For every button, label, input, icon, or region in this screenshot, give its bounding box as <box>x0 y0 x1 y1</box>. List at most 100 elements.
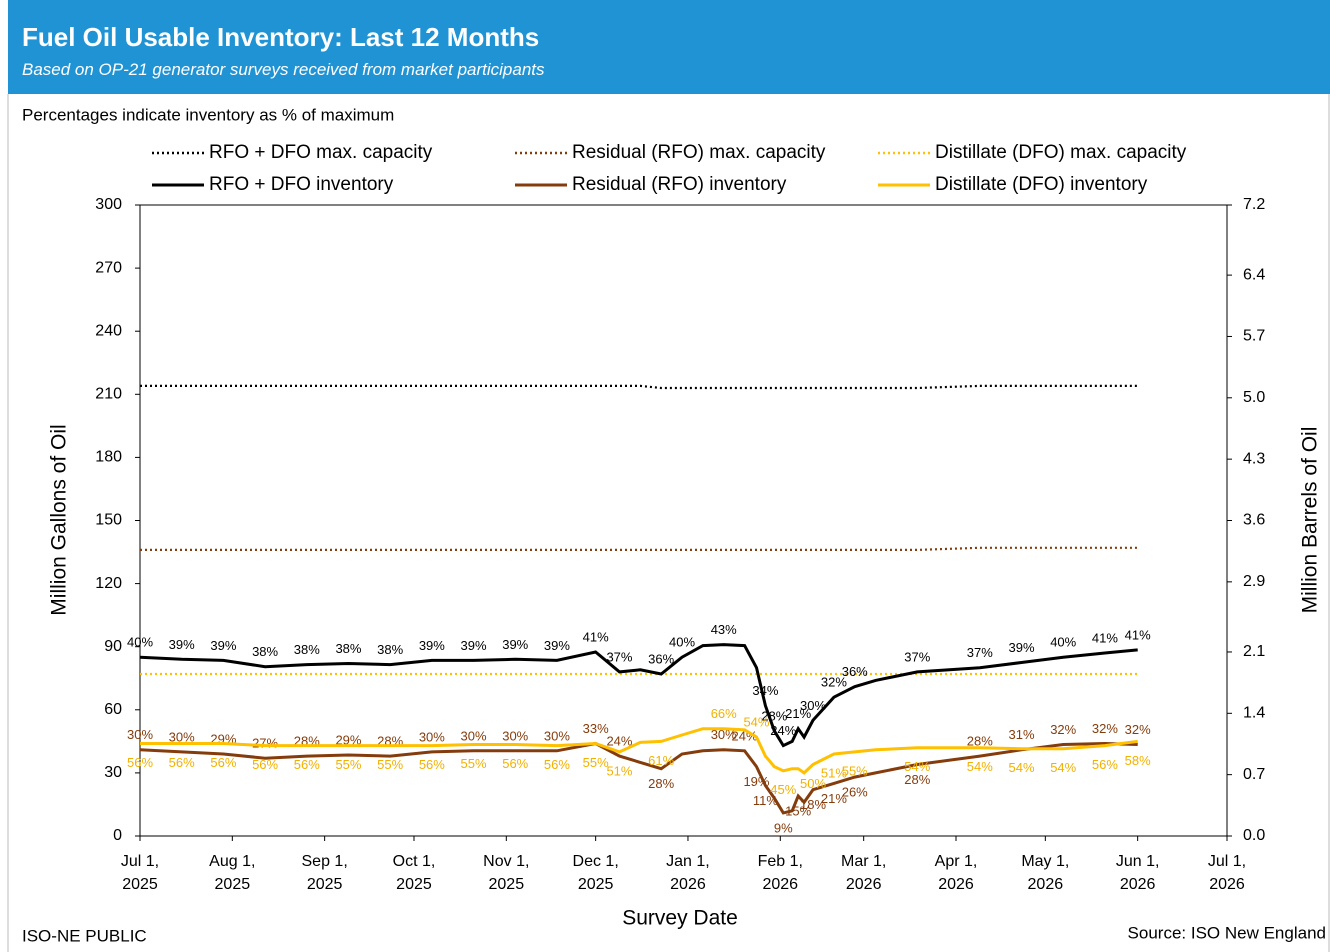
x-tick-label: Oct 1, 2025 <box>392 853 436 893</box>
data-label: 29% <box>335 732 361 747</box>
data-label: 51% <box>606 763 632 778</box>
subtitle: Based on OP-21 generator surveys receive… <box>22 60 545 79</box>
y2-tick-label: 7.2 <box>1243 196 1265 213</box>
data-label: 28% <box>904 772 930 787</box>
data-label: 30% <box>169 729 195 744</box>
data-label: 40% <box>669 635 695 650</box>
data-label: 36% <box>648 651 674 666</box>
x-tick-label: Jan 1, 2026 <box>666 853 710 893</box>
x-tick-label: May 1, 2026 <box>1021 853 1070 893</box>
series-line <box>140 384 1138 390</box>
data-label: 51% <box>821 765 847 780</box>
y2-tick-label: 2.1 <box>1243 643 1265 660</box>
y-tick-label: 90 <box>104 638 122 655</box>
series-line <box>140 727 1138 775</box>
data-label: 32% <box>821 675 847 690</box>
data-label: 56% <box>169 755 195 770</box>
series-line <box>140 546 1138 551</box>
series-line <box>139 741 1138 815</box>
data-label: 39% <box>1008 640 1034 655</box>
data-label: 55% <box>335 757 361 772</box>
y-tick-label: 0 <box>113 827 122 844</box>
x-tick-label: Jul 1, 2026 <box>1207 853 1247 893</box>
y-tick-label: 30 <box>104 764 122 781</box>
data-label: 41% <box>583 629 609 644</box>
data-label: 24% <box>770 723 796 738</box>
data-label: 38% <box>335 641 361 656</box>
x-axis-label: Survey Date <box>622 907 738 930</box>
x-tick-label: Dec 1, 2025 <box>572 853 619 893</box>
data-label: 28% <box>761 708 787 723</box>
data-label: 37% <box>967 645 993 660</box>
data-label: 43% <box>711 622 737 637</box>
data-label: 30% <box>800 698 826 713</box>
y2-tick-label: 1.4 <box>1243 705 1265 722</box>
data-label: 21% <box>785 706 811 721</box>
data-label: 61% <box>648 753 674 768</box>
y-tick-label: 210 <box>95 386 122 403</box>
data-label: 37% <box>606 649 632 664</box>
data-label: 32% <box>1125 722 1151 737</box>
x-tick-label: Mar 1, 2026 <box>841 853 887 893</box>
legend-label: Distillate (DFO) inventory <box>935 174 1148 195</box>
y2-tick-label: 5.0 <box>1243 389 1265 406</box>
legend-label: RFO + DFO inventory <box>209 174 394 195</box>
data-label: 30% <box>544 728 570 743</box>
y2-tick-label: 4.3 <box>1243 450 1265 467</box>
data-label: 55% <box>461 756 487 771</box>
data-label: 36% <box>842 664 868 679</box>
data-label: 32% <box>1050 722 1076 737</box>
data-label: 31% <box>1008 727 1034 742</box>
legend-label: Residual (RFO) inventory <box>572 174 787 195</box>
note: Percentages indicate inventory as % of m… <box>22 105 394 124</box>
legend-label: RFO + DFO max. capacity <box>209 142 433 163</box>
data-label: 38% <box>252 644 278 659</box>
data-label: 56% <box>210 755 236 770</box>
data-label: 28% <box>967 734 993 749</box>
data-label: 39% <box>210 638 236 653</box>
data-label: 15% <box>785 803 811 818</box>
y2-tick-label: 2.9 <box>1243 573 1265 590</box>
y-tick-label: 300 <box>95 196 122 213</box>
data-label: 39% <box>169 637 195 652</box>
footer-left: ISO-NE PUBLIC <box>22 926 147 945</box>
data-label: 30% <box>419 729 445 744</box>
series-line <box>139 643 1138 748</box>
data-label: 24% <box>606 734 632 749</box>
data-label: 28% <box>648 776 674 791</box>
y-tick-label: 180 <box>95 449 122 466</box>
x-tick-label: Apr 1, 2026 <box>934 853 978 893</box>
x-tick-label: Sep 1, 2025 <box>301 853 348 893</box>
data-label: 54% <box>904 759 930 774</box>
x-tick-label: Aug 1, 2025 <box>209 853 256 893</box>
data-label: 30% <box>461 728 487 743</box>
data-label: 56% <box>127 755 153 770</box>
header: Fuel Oil Usable Inventory: Last 12 Month… <box>8 0 1330 94</box>
y-tick-label: 150 <box>95 512 122 529</box>
y2-tick-label: 0.7 <box>1243 766 1265 783</box>
data-label: 38% <box>294 642 320 657</box>
data-label: 26% <box>842 785 868 800</box>
data-label: 24% <box>732 728 758 743</box>
data-label: 38% <box>377 642 403 657</box>
data-label: 55% <box>842 763 868 778</box>
data-label: 40% <box>1050 635 1076 650</box>
data-label: 39% <box>419 638 445 653</box>
data-label: 45% <box>770 782 796 797</box>
data-label: 56% <box>419 757 445 772</box>
data-label: 21% <box>821 791 847 806</box>
data-label: 39% <box>461 638 487 653</box>
data-label: 32% <box>1092 721 1118 736</box>
y2-tick-label: 6.4 <box>1243 266 1265 283</box>
data-label: 56% <box>544 757 570 772</box>
legend-label: Distillate (DFO) max. capacity <box>935 142 1187 163</box>
footer-right: Source: ISO New England <box>1128 923 1326 942</box>
data-label: 27% <box>252 736 278 751</box>
data-label: 33% <box>583 721 609 736</box>
data-label: 30% <box>711 727 737 742</box>
legend-label: Residual (RFO) max. capacity <box>572 142 826 163</box>
y2-tick-label: 3.6 <box>1243 512 1265 529</box>
data-label: 41% <box>1125 627 1151 642</box>
x-tick-label: Jun 1, 2026 <box>1115 853 1160 893</box>
